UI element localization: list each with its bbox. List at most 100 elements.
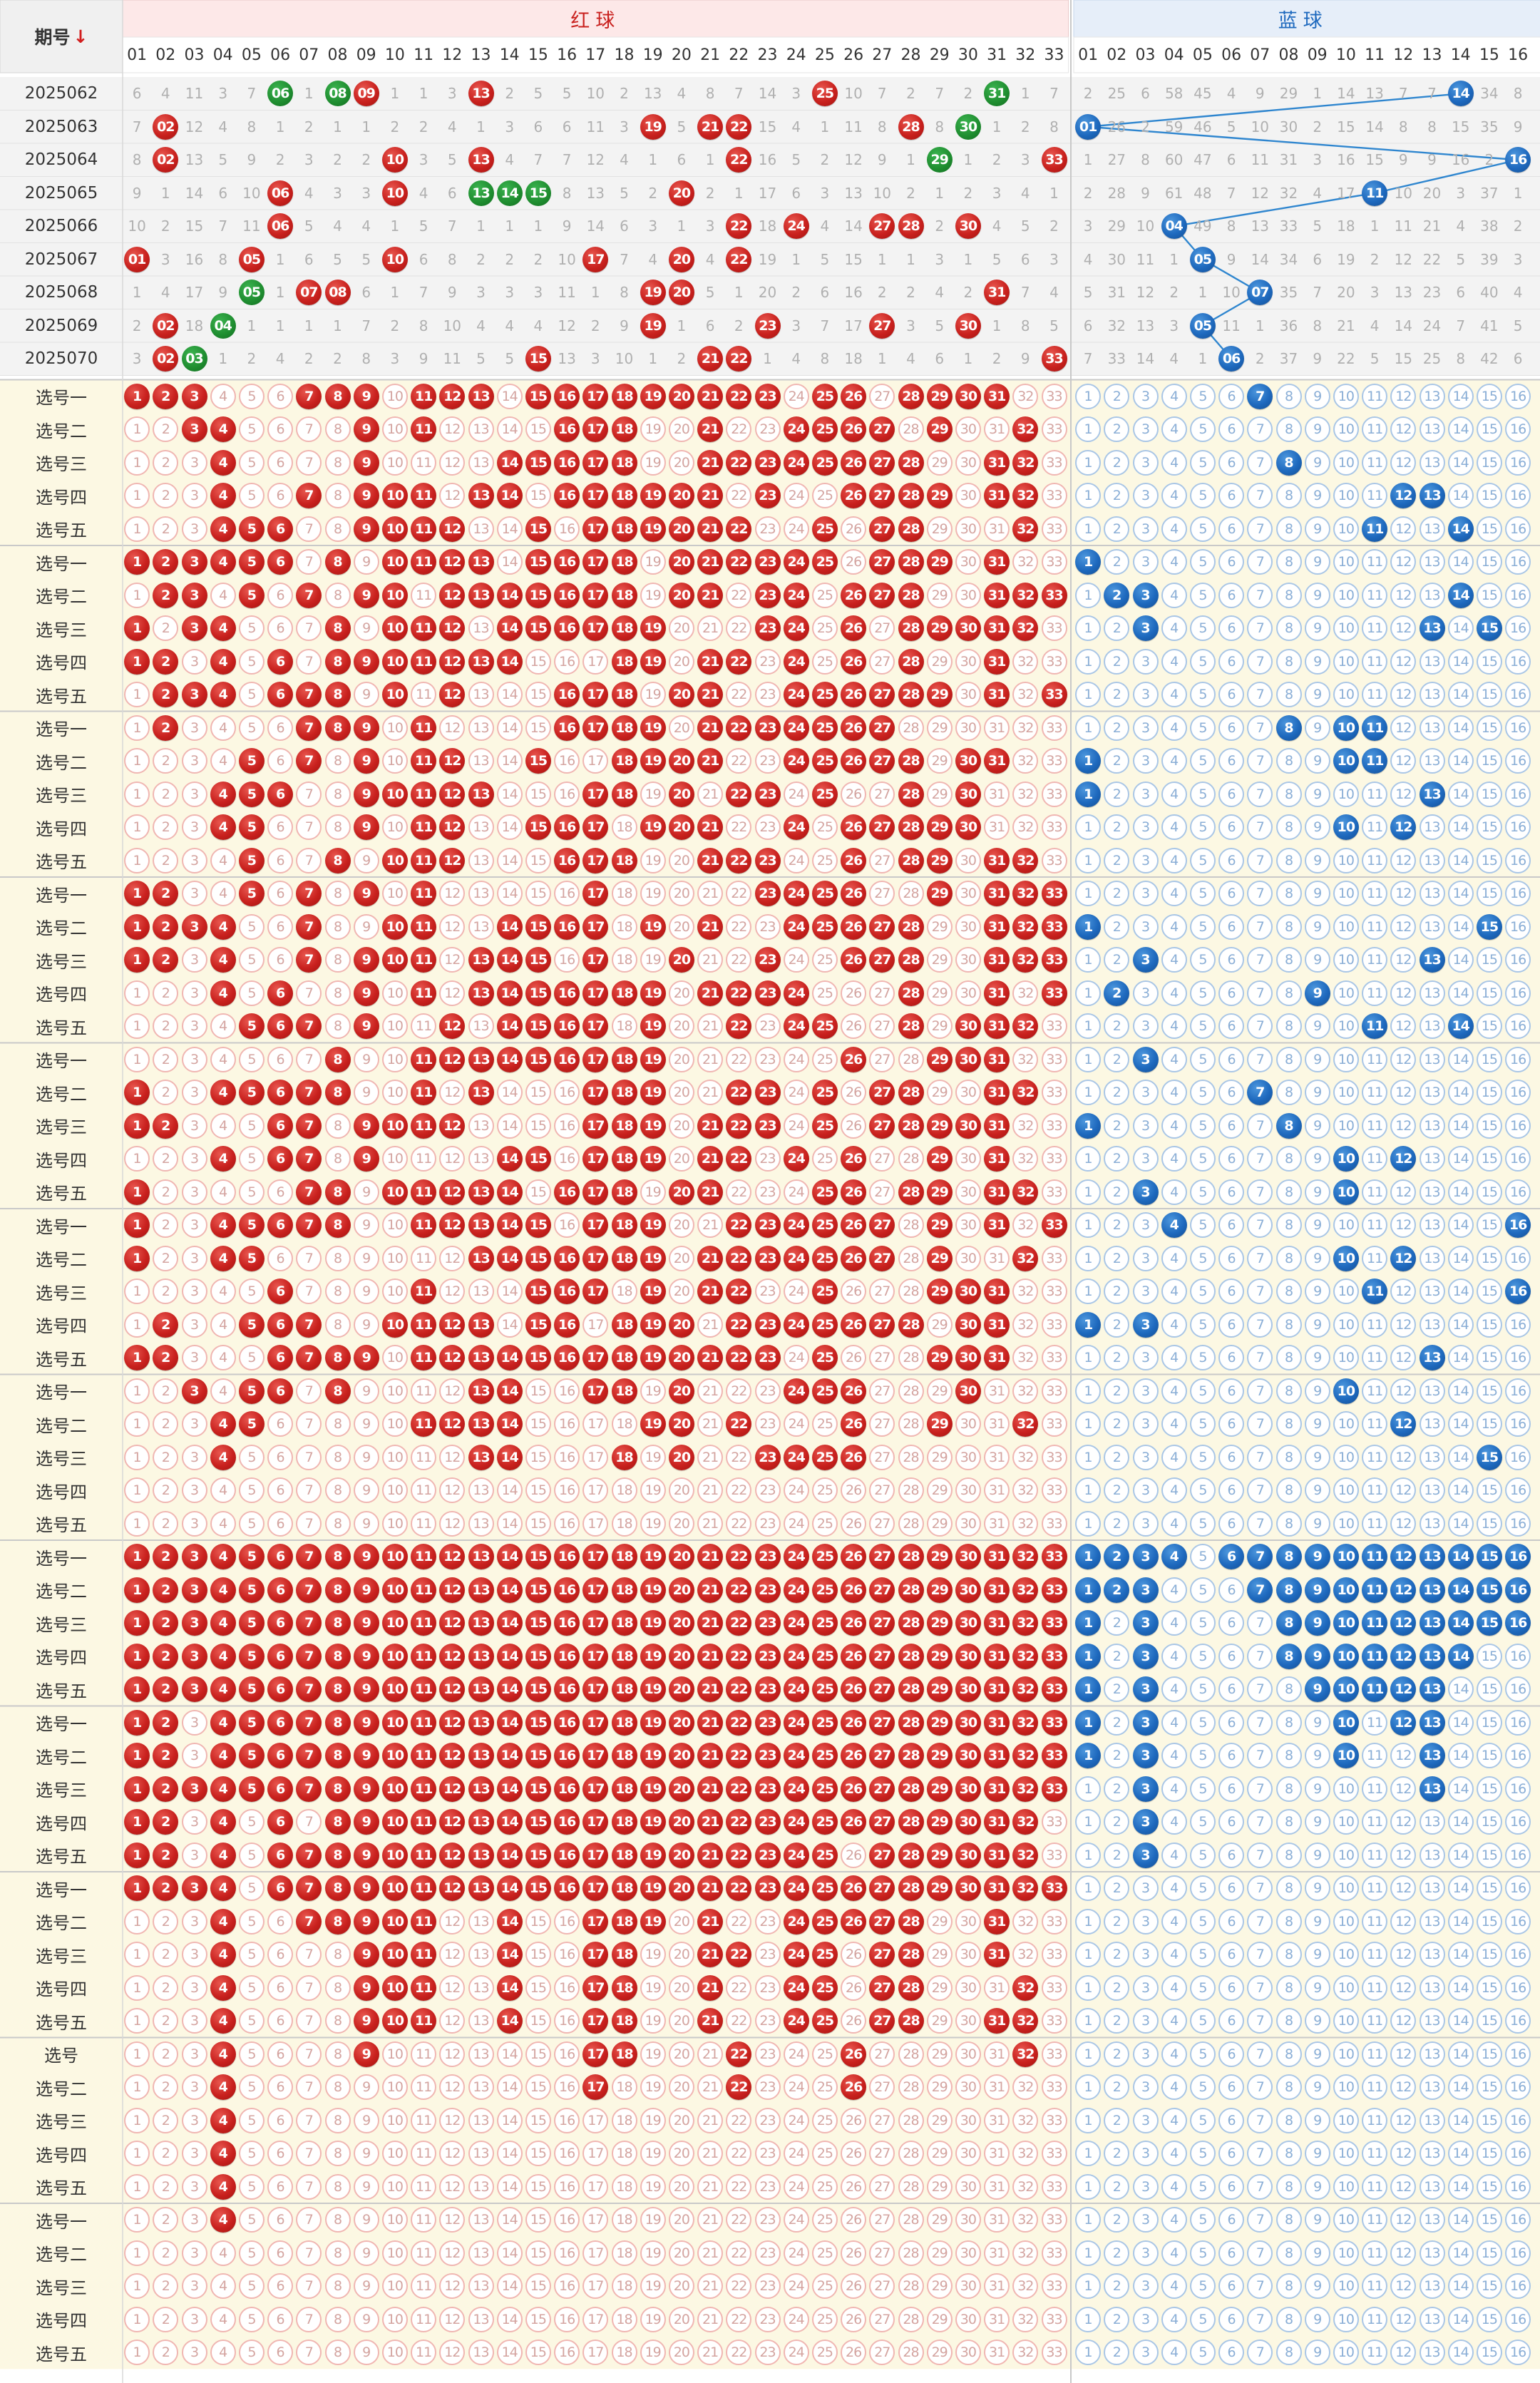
pick-red-ball[interactable]: 5	[238, 1942, 265, 1968]
pick-red-ball[interactable]: 8	[324, 980, 351, 1006]
pick-red-ball[interactable]: 5	[238, 1643, 265, 1669]
pick-red-ball[interactable]: 24	[783, 582, 809, 608]
pick-red-ball[interactable]: 11	[411, 682, 437, 708]
pick-blue-ball[interactable]: 2	[1104, 1709, 1130, 1736]
pick-red-ball[interactable]: 24	[783, 913, 809, 940]
pick-blue-ball[interactable]: 7	[1247, 2306, 1273, 2332]
pick-red-ball[interactable]: 18	[611, 1942, 637, 1968]
pick-red-ball[interactable]: 16	[554, 1444, 580, 1470]
pick-red-ball[interactable]: 2	[153, 814, 179, 841]
pick-red-ball[interactable]: 28	[898, 1577, 924, 1603]
pick-red-ball[interactable]: 20	[668, 714, 694, 741]
pick-red-ball[interactable]: 17	[582, 947, 609, 973]
pick-red-ball[interactable]: 3	[181, 1842, 207, 1868]
pick-red-ball[interactable]: 20	[668, 748, 694, 774]
pick-red-ball[interactable]: 19	[640, 2141, 666, 2167]
pick-blue-ball[interactable]: 13	[1419, 2074, 1445, 2101]
pick-red-ball[interactable]: 16	[554, 1974, 580, 2001]
pick-blue-ball[interactable]: 11	[1362, 1013, 1388, 1040]
pick-red-ball[interactable]: 19	[640, 2340, 666, 2366]
pick-red-ball[interactable]: 20	[668, 1245, 694, 1271]
pick-red-ball[interactable]: 30	[955, 2173, 981, 2200]
pick-blue-ball[interactable]: 3	[1132, 2141, 1159, 2167]
pick-red-ball[interactable]: 7	[296, 1577, 322, 1603]
pick-blue-ball[interactable]: 16	[1505, 516, 1531, 542]
pick-blue-ball[interactable]: 8	[1275, 1775, 1302, 1802]
pick-red-ball[interactable]: 5	[238, 1046, 265, 1072]
pick-red-ball[interactable]: 25	[811, 1743, 838, 1769]
pick-blue-ball[interactable]: 14	[1447, 2008, 1474, 2034]
pick-red-ball[interactable]: 7	[296, 516, 322, 542]
pick-blue-ball[interactable]: 15	[1476, 2240, 1502, 2266]
pick-blue-ball[interactable]: 8	[1275, 682, 1302, 708]
pick-blue-ball[interactable]: 8	[1275, 1577, 1302, 1603]
pick-red-ball[interactable]: 4	[210, 1411, 236, 1438]
pick-blue-ball[interactable]: 9	[1304, 582, 1330, 608]
pick-red-ball[interactable]: 15	[525, 2207, 551, 2233]
pick-red-ball[interactable]: 7	[296, 847, 322, 873]
pick-blue-ball[interactable]: 12	[1390, 2041, 1417, 2067]
pick-blue-ball[interactable]: 9	[1304, 947, 1330, 973]
pick-blue-ball[interactable]: 16	[1505, 814, 1531, 841]
pick-blue-ball[interactable]: 4	[1161, 1544, 1187, 1570]
pick-blue-ball[interactable]: 5	[1189, 2240, 1216, 2266]
pick-red-ball[interactable]: 23	[754, 2306, 781, 2332]
pick-blue-ball[interactable]: 1	[1075, 516, 1102, 542]
pick-red-ball[interactable]: 13	[468, 1544, 494, 1570]
pick-red-ball[interactable]: 7	[296, 814, 322, 841]
pick-red-ball[interactable]: 15	[525, 1743, 551, 1769]
pick-red-ball[interactable]: 5	[238, 913, 265, 940]
pick-red-ball[interactable]: 21	[697, 2306, 724, 2332]
pick-red-ball[interactable]: 21	[697, 416, 724, 443]
pick-red-ball[interactable]: 5	[238, 1842, 265, 1868]
pick-red-ball[interactable]: 5	[238, 1378, 265, 1404]
pick-red-ball[interactable]: 15	[525, 1080, 551, 1106]
pick-red-ball[interactable]: 15	[525, 1345, 551, 1371]
pick-blue-ball[interactable]: 3	[1132, 1577, 1159, 1603]
pick-blue-ball[interactable]: 1	[1075, 1378, 1102, 1404]
pick-blue-ball[interactable]: 13	[1419, 1278, 1445, 1305]
pick-blue-ball[interactable]: 14	[1447, 1709, 1474, 1736]
pick-red-ball[interactable]: 21	[697, 1146, 724, 1172]
pick-blue-ball[interactable]: 9	[1304, 1046, 1330, 1072]
pick-red-ball[interactable]: 33	[1041, 516, 1067, 542]
pick-blue-ball[interactable]: 2	[1104, 416, 1130, 443]
pick-blue-ball[interactable]: 5	[1189, 1775, 1216, 1802]
pick-red-ball[interactable]: 14	[496, 1179, 523, 1205]
pick-blue-ball[interactable]: 3	[1132, 1709, 1159, 1736]
pick-red-ball[interactable]: 14	[496, 1146, 523, 1172]
pick-red-ball[interactable]: 33	[1041, 1013, 1067, 1040]
pick-red-ball[interactable]: 7	[296, 1544, 322, 1570]
pick-red-ball[interactable]: 2	[153, 1544, 179, 1570]
pick-red-ball[interactable]: 18	[611, 1013, 637, 1040]
pick-red-ball[interactable]: 31	[984, 1179, 1010, 1205]
pick-blue-ball[interactable]: 4	[1161, 1577, 1187, 1603]
pick-red-ball[interactable]: 19	[640, 2207, 666, 2233]
pick-red-ball[interactable]: 10	[381, 714, 408, 741]
pick-red-ball[interactable]: 7	[296, 1974, 322, 2001]
pick-red-ball[interactable]: 1	[124, 947, 150, 973]
pick-red-ball[interactable]: 13	[468, 2008, 494, 2034]
pick-red-ball[interactable]: 1	[124, 1974, 150, 2001]
pick-red-ball[interactable]: 14	[496, 714, 523, 741]
pick-blue-ball[interactable]: 7	[1247, 1577, 1273, 1603]
pick-red-ball[interactable]: 8	[324, 2240, 351, 2266]
pick-blue-ball[interactable]: 9	[1304, 1179, 1330, 1205]
pick-blue-ball[interactable]: 6	[1218, 1245, 1245, 1271]
pick-red-ball[interactable]: 33	[1041, 1775, 1067, 1802]
pick-red-ball[interactable]: 11	[411, 1709, 437, 1736]
pick-red-ball[interactable]: 6	[267, 1577, 294, 1603]
pick-red-ball[interactable]: 13	[468, 2107, 494, 2133]
pick-red-ball[interactable]: 33	[1041, 1908, 1067, 1934]
pick-blue-ball[interactable]: 14	[1447, 1245, 1474, 1271]
pick-blue-ball[interactable]: 15	[1476, 449, 1502, 476]
pick-blue-ball[interactable]: 15	[1476, 1577, 1502, 1603]
pick-red-ball[interactable]: 3	[181, 1709, 207, 1736]
pick-red-ball[interactable]: 13	[468, 847, 494, 873]
pick-blue-ball[interactable]: 4	[1161, 1212, 1187, 1239]
pick-red-ball[interactable]: 4	[210, 483, 236, 509]
pick-red-ball[interactable]: 3	[181, 682, 207, 708]
pick-red-ball[interactable]: 3	[181, 1046, 207, 1072]
pick-blue-ball[interactable]: 2	[1104, 1477, 1130, 1504]
pick-blue-ball[interactable]: 8	[1275, 1477, 1302, 1504]
